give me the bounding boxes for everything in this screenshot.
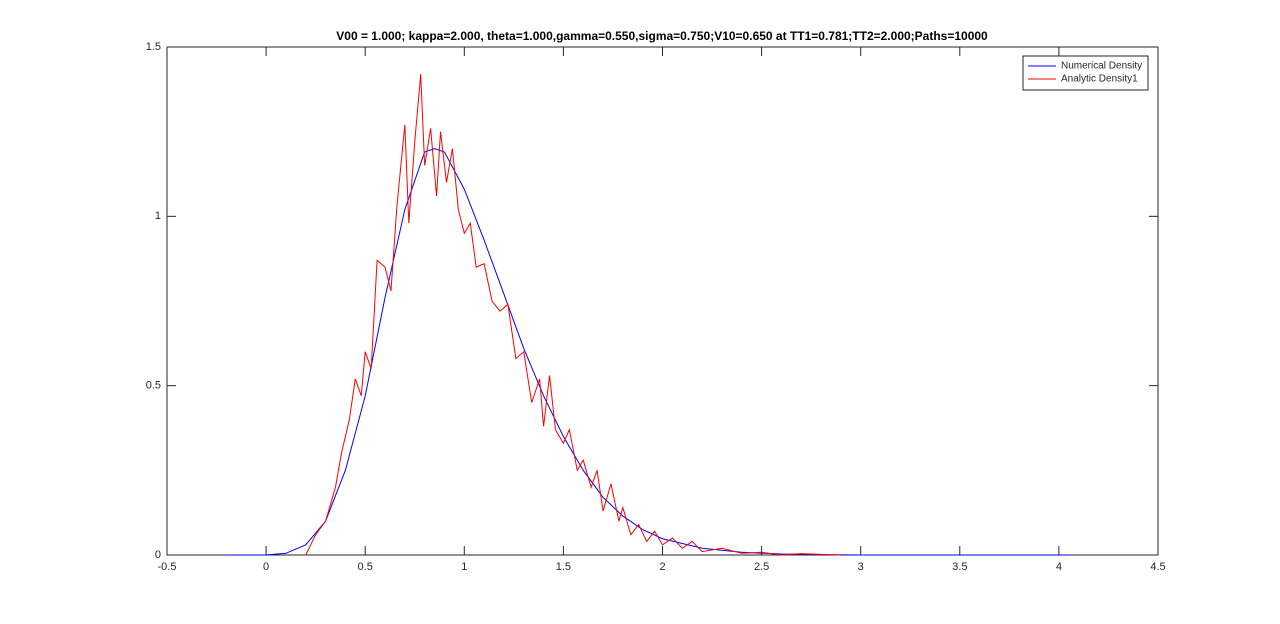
legend-label: Analytic Density1 bbox=[1061, 74, 1138, 85]
x-tick-label: 0 bbox=[263, 561, 269, 573]
x-tick-label: 0.5 bbox=[358, 561, 373, 573]
x-tick-label: 1 bbox=[461, 561, 467, 573]
y-tick-label: 0 bbox=[155, 549, 161, 561]
y-tick-label: 1.5 bbox=[146, 41, 161, 53]
x-tick-label: 4.5 bbox=[1150, 561, 1165, 573]
y-tick-label: 0.5 bbox=[146, 380, 161, 392]
x-tick-label: 2 bbox=[659, 561, 665, 573]
data-line bbox=[305, 74, 841, 556]
x-tick-label: 2.5 bbox=[754, 561, 769, 573]
x-tick-label: 4 bbox=[1056, 561, 1062, 573]
chart-title: V00 = 1.000; kappa=2.000, theta=1.000,ga… bbox=[336, 29, 988, 43]
y-tick-label: 1 bbox=[155, 210, 161, 222]
x-tick-label: 3 bbox=[858, 561, 864, 573]
legend-label: Numerical Density bbox=[1061, 61, 1142, 72]
legend-box bbox=[1022, 55, 1149, 91]
x-tick-label: 3.5 bbox=[952, 561, 967, 573]
x-tick-label: -0.5 bbox=[158, 561, 177, 573]
x-tick-label: 1.5 bbox=[556, 561, 571, 573]
